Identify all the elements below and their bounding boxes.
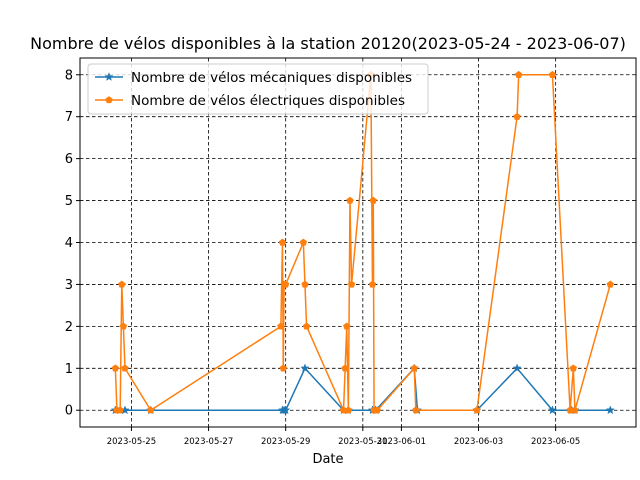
data-point (547, 405, 558, 415)
data-point (121, 364, 129, 372)
data-point (301, 280, 309, 288)
legend: Nombre de vélos mécaniques disponibles No… (87, 63, 429, 115)
x-tick-label: 2023-05-25 (107, 437, 156, 447)
y-tick-label: 7 (65, 110, 73, 125)
data-point (281, 405, 291, 415)
data-point (343, 322, 351, 330)
data-point (412, 406, 420, 414)
data-point (111, 364, 120, 372)
data-point (373, 406, 382, 414)
data-point (278, 238, 287, 246)
data-point (569, 364, 578, 372)
data-point (299, 238, 308, 246)
x-axis: 2023-05-25 2023-05-27 2023-05-29 2023-05-31… (107, 427, 580, 447)
data-point (347, 280, 356, 288)
x-tick-label: 2023-05-29 (261, 437, 310, 447)
legend-box (87, 63, 429, 115)
y-tick-label: 8 (65, 68, 73, 83)
data-point (281, 280, 290, 288)
data-point (513, 112, 521, 120)
data-point (118, 280, 126, 288)
y-tick-label: 6 (65, 152, 73, 167)
legend-label: Nombre de vélos électriques disponibles (131, 93, 405, 109)
y-axis: 0 1 2 3 4 5 6 7 8 (65, 68, 80, 419)
y-tick-label: 1 (65, 362, 73, 377)
legend-marker (104, 72, 114, 81)
y-tick-label: 3 (65, 278, 73, 293)
data-point (346, 196, 354, 204)
data-point (548, 70, 557, 78)
legend-label: Nombre de vélos mécaniques disponibles (131, 70, 412, 86)
data-point (369, 196, 377, 204)
data-point (279, 364, 287, 372)
data-point (146, 406, 155, 414)
series-layer (110, 70, 615, 415)
x-tick-label: 2023-06-05 (531, 437, 580, 447)
data-point (300, 363, 310, 373)
data-point (512, 363, 522, 373)
x-tick-label: 2023-05-27 (184, 437, 233, 447)
series-2 (111, 70, 615, 414)
data-point (605, 405, 615, 415)
data-point (344, 406, 353, 414)
data-point (514, 70, 523, 78)
y-tick-label: 5 (65, 194, 73, 209)
legend-marker (105, 96, 113, 104)
data-point (116, 406, 124, 414)
legend-item: Nombre de vélos mécaniques disponibles (95, 70, 412, 86)
x-tick-label: 2023-05-31 (338, 437, 387, 447)
y-tick-label: 4 (65, 236, 73, 251)
y-tick-label: 0 (65, 404, 73, 419)
data-point (473, 406, 481, 414)
chart-title: Nombre de vélos disponibles à la station… (30, 34, 626, 53)
data-point (302, 322, 311, 330)
x-tick-label: 2023-06-01 (377, 437, 426, 447)
y-tick-label: 2 (65, 320, 73, 335)
data-point (410, 364, 418, 372)
data-point (119, 322, 128, 330)
x-axis-label: Date (312, 452, 343, 467)
data-point (606, 280, 615, 288)
series-line (115, 367, 611, 411)
data-point (277, 322, 285, 330)
data-point (368, 280, 377, 288)
data-point (341, 364, 349, 372)
x-tick-label: 2023-06-03 (454, 437, 503, 447)
legend-item: Nombre de vélos électriques disponibles (95, 93, 405, 109)
data-point (571, 406, 579, 414)
